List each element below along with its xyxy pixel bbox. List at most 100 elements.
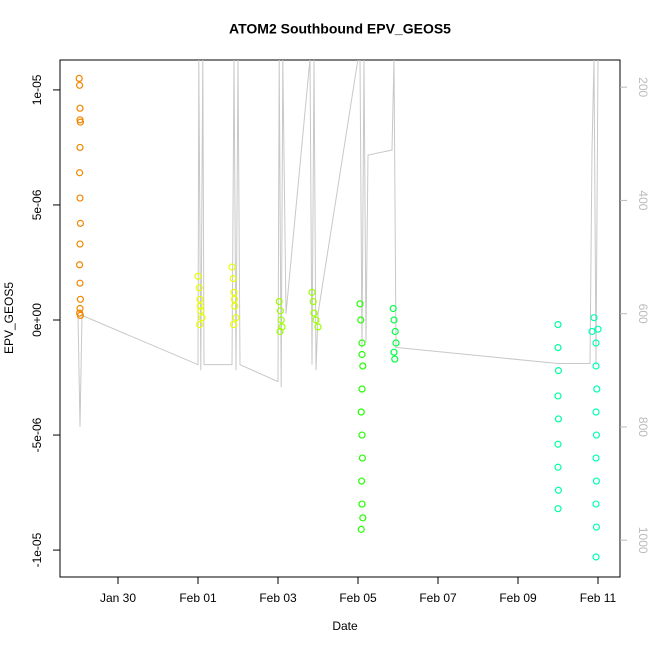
point [76,295,85,303]
point [312,316,320,324]
point [75,169,84,177]
point [592,523,601,531]
point [357,316,365,324]
point [390,348,398,356]
plot-area [75,60,602,561]
point [276,307,284,315]
point [357,408,365,416]
point [76,194,84,202]
point [228,263,236,271]
y-tick-label: -5e-06 [30,417,44,452]
point [554,463,562,471]
point [75,74,83,83]
point [594,325,602,333]
y2-tick-label: 400 [636,190,650,210]
point [592,431,601,439]
point [197,307,205,315]
point [592,454,600,462]
point [358,500,366,508]
point [276,327,284,336]
x-tick-label: Feb 09 [499,591,537,605]
point [358,339,366,347]
point [358,477,366,485]
point [554,415,563,423]
point [554,392,562,400]
point [358,350,366,359]
point [194,272,202,280]
point [392,339,400,347]
x-tick-label: Feb 07 [419,591,457,605]
point [196,320,204,329]
point [75,261,84,269]
point [75,81,84,89]
point [391,355,399,363]
y-tick-label: 1e-05 [30,74,44,105]
point [314,323,322,331]
point [592,339,600,347]
point [198,314,206,322]
point [196,302,204,310]
point [229,274,237,283]
point [308,288,316,296]
point [230,288,238,296]
x-tick-label: Feb 05 [339,591,377,605]
point [356,300,364,308]
y2-tick-label: 200 [636,77,650,97]
chart-title: ATOM2 Southbound EPV_GEOS5 [229,21,451,37]
point [554,344,562,352]
point [231,302,239,310]
point [592,553,600,561]
x-tick-label: Jan 30 [100,591,136,605]
point [275,297,283,306]
point [358,385,366,393]
point [359,362,367,370]
point [309,297,317,306]
point [588,327,596,336]
y-tick-label: -1e-05 [30,532,44,567]
point [310,309,318,317]
x-tick-label: Feb 03 [259,591,297,605]
point [76,304,84,313]
point [554,440,562,448]
point [389,304,397,313]
y2-tick-label: 1000 [636,527,650,554]
point [590,314,598,322]
point [76,219,85,227]
point [592,408,600,416]
x-tick-label: Feb 11 [580,591,617,605]
point [592,362,600,370]
point [592,477,601,485]
point [593,385,601,393]
point [76,240,84,248]
point [195,284,203,292]
y-axis-label: EPV_GEOS5 [2,282,16,354]
point [196,295,204,303]
point [390,316,398,324]
point [359,514,367,522]
point [76,143,84,152]
point [277,316,285,324]
point [232,314,240,322]
x-tick-label: Feb 01 [179,591,217,605]
point [76,116,84,124]
point [391,327,399,336]
point [592,500,600,508]
series-line [77,60,599,427]
point [554,486,563,494]
point [357,525,365,533]
plot-box [59,59,621,578]
y2-tick-label: 800 [636,417,650,437]
y2-tick-label: 600 [636,304,650,324]
point [76,104,84,112]
point [554,505,562,513]
point [230,295,238,303]
point [76,279,84,287]
point [358,431,366,439]
point [554,367,563,375]
point [230,320,238,329]
point [76,311,85,319]
x-axis-label: Date [332,619,358,633]
point [358,454,366,462]
y-tick-label: 0e+00 [30,303,44,337]
